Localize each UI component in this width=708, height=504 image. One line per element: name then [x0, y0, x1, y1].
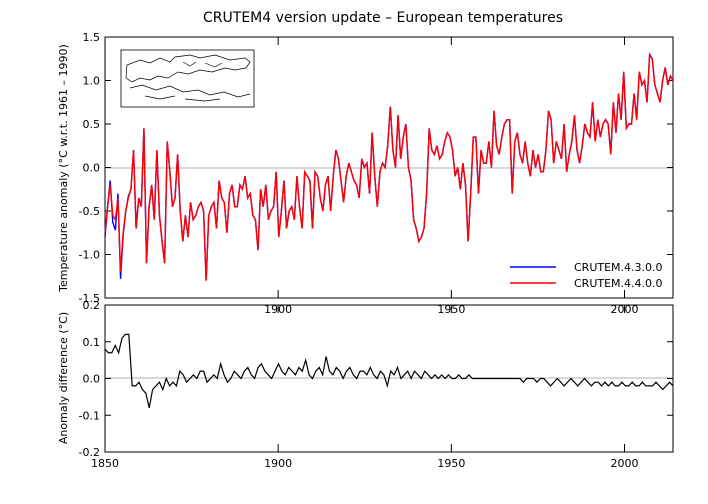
legend-label-crutem-4-3: CRUTEM.4.3.0.0: [574, 261, 663, 274]
legend: CRUTEM.4.3.0.0 CRUTEM.4.4.0.0: [510, 261, 663, 290]
top-y-tick-label: 1.5: [83, 31, 101, 44]
legend-label-crutem-4-4: CRUTEM.4.4.0.0: [574, 277, 663, 290]
bottom-axis-ticks: -0.2 -0.1 0.0 0.1 0.2 1850 1900 1950 2000: [79, 299, 673, 470]
chart-title: CRUTEM4 version update – European temper…: [203, 10, 563, 26]
bottom-y-tick-label: 0.0: [83, 373, 101, 386]
top-y-tick-label: -1.0: [79, 249, 100, 262]
top-y-tick-label: 1.0: [83, 75, 101, 88]
top-y-tick-label: 0.5: [83, 118, 101, 131]
bottom-y-tick-label: 0.2: [83, 299, 101, 312]
bottom-x-tick-label: 1950: [437, 457, 465, 470]
bottom-x-tick-label: 1850: [91, 457, 119, 470]
bottom-y-tick-label: -0.1: [79, 409, 100, 422]
top-y-tick-label: 0.0: [83, 162, 101, 175]
bottom-x-tick-label: 1900: [264, 457, 292, 470]
bottom-y-tick-label: 0.1: [83, 336, 101, 349]
bottom-y-tick-label: -0.2: [79, 446, 100, 459]
top-y-axis-label: Temperature anomaly (°C w.r.t. 1961 – 19…: [57, 44, 70, 293]
europe-map-inset: [120, 49, 255, 108]
top-y-tick-label: -1.5: [79, 292, 100, 305]
series-line-difference: [104, 333, 674, 409]
bottom-x-tick-label: 2000: [611, 457, 639, 470]
series-line-crutem-4-4: [104, 52, 674, 281]
bottom-y-axis-label: Anomaly difference (°C): [57, 312, 70, 444]
top-y-tick-label: -0.5: [79, 205, 100, 218]
